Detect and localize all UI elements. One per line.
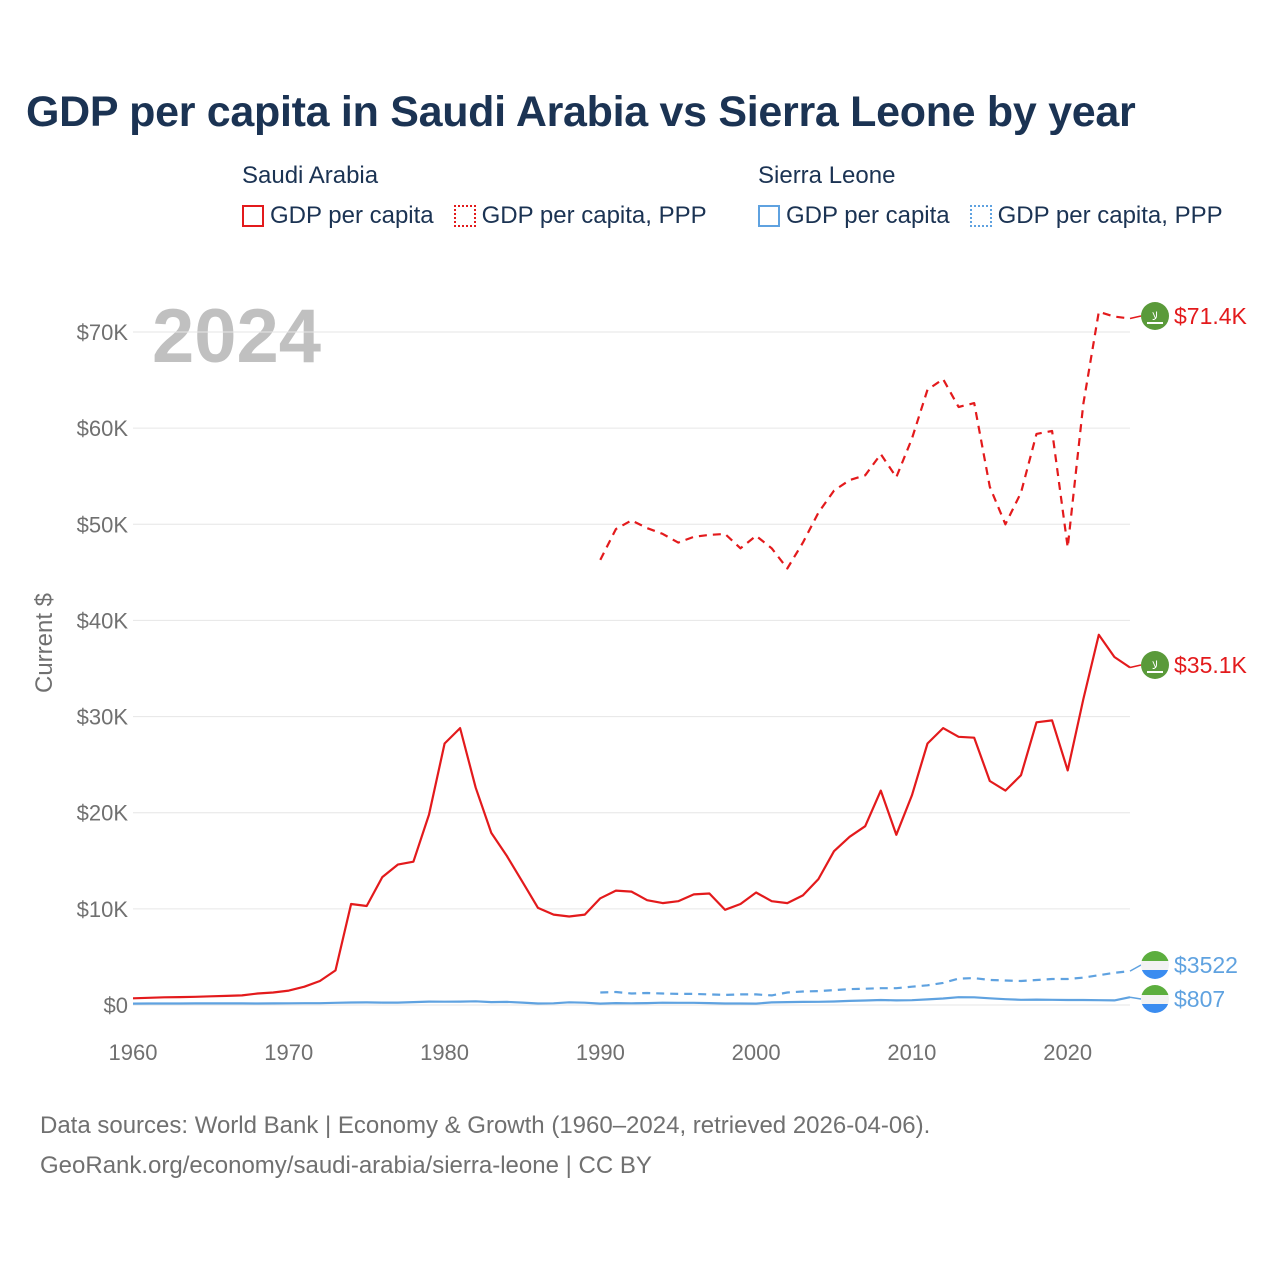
footer-sources: Data sources: World Bank | Economy & Gro… [40,1112,931,1139]
series-line-3[interactable] [600,970,1131,997]
y-tick-label: $0 [104,993,128,1018]
end-value-label: $807 [1174,986,1225,1012]
y-tick-label: $60K [77,416,129,441]
legend-label: GDP per capita [786,202,950,229]
legend-label: GDP per capita, PPP [997,202,1223,229]
legend-swatch-solid-blue [758,205,780,227]
legend-group-saudi-arabia: Saudi Arabia GDP per capita GDP per capi… [242,162,707,230]
chart-title: GDP per capita in Saudi Arabia vs Sierra… [26,88,1136,136]
legend-label: GDP per capita [270,202,434,229]
legend-country-sierra-leone: Sierra Leone [758,162,896,189]
sierra-leone-flag-icon [1141,985,1169,1013]
end-leader-line [1129,996,1142,1000]
end-value-label: $3522 [1174,952,1238,978]
year-watermark: 2024 [152,294,321,379]
x-tick-label: 2010 [887,1040,936,1065]
svg-text:لا: لا [1152,659,1158,672]
saudi-arabia-flag-icon: لا [1141,302,1169,330]
y-tick-label: $50K [77,512,129,537]
x-tick-label: 2000 [732,1040,781,1065]
y-tick-label: $10K [77,897,129,922]
legend-item-sierra-gdp[interactable]: GDP per capita [758,202,950,230]
legend-label: GDP per capita, PPP [481,202,707,229]
series-line-2[interactable] [132,996,1131,1005]
end-leader-line [1129,664,1142,669]
svg-text:لا: لا [1152,310,1158,323]
legend-item-sierra-gdp-ppp[interactable]: GDP per capita, PPP [969,202,1223,230]
y-axis-label: Current $ [31,593,58,693]
legend-swatch-dotted-blue [969,205,992,227]
legend-country-saudi-arabia: Saudi Arabia [242,162,379,189]
legend-item-saudi-gdp-ppp[interactable]: GDP per capita, PPP [453,202,707,230]
end-value-label: $35.1K [1174,652,1248,678]
end-leader-line [1129,964,1142,972]
x-tick-label: 1990 [576,1040,625,1065]
x-tick-label: 1980 [420,1040,469,1065]
y-tick-label: $40K [77,608,129,633]
series-line-1[interactable] [599,310,1131,570]
y-tick-label: $70K [77,320,129,345]
legend-swatch-solid-red [242,205,264,227]
y-tick-label: $20K [77,801,129,826]
sierra-leone-flag-icon [1141,951,1169,979]
end-leader-line [1129,315,1142,320]
end-value-label: $71.4K [1174,303,1248,329]
y-tick-label: $30K [77,705,129,730]
legend-swatch-dotted-red [453,205,476,227]
footer: Data sources: World Bank | Economy & Gro… [40,1106,930,1186]
footer-link[interactable]: GeoRank.org/economy/saudi-arabia/sierra-… [40,1152,652,1179]
legend-item-saudi-gdp[interactable]: GDP per capita [242,202,434,230]
x-tick-label: 1960 [109,1040,158,1065]
x-tick-label: 2020 [1043,1040,1092,1065]
x-tick-label: 1970 [264,1040,313,1065]
legend-group-sierra-leone: Sierra Leone GDP per capita GDP per capi… [758,162,1223,230]
saudi-arabia-flag-icon: لا [1141,651,1169,679]
series-line-0[interactable] [132,633,1131,1000]
